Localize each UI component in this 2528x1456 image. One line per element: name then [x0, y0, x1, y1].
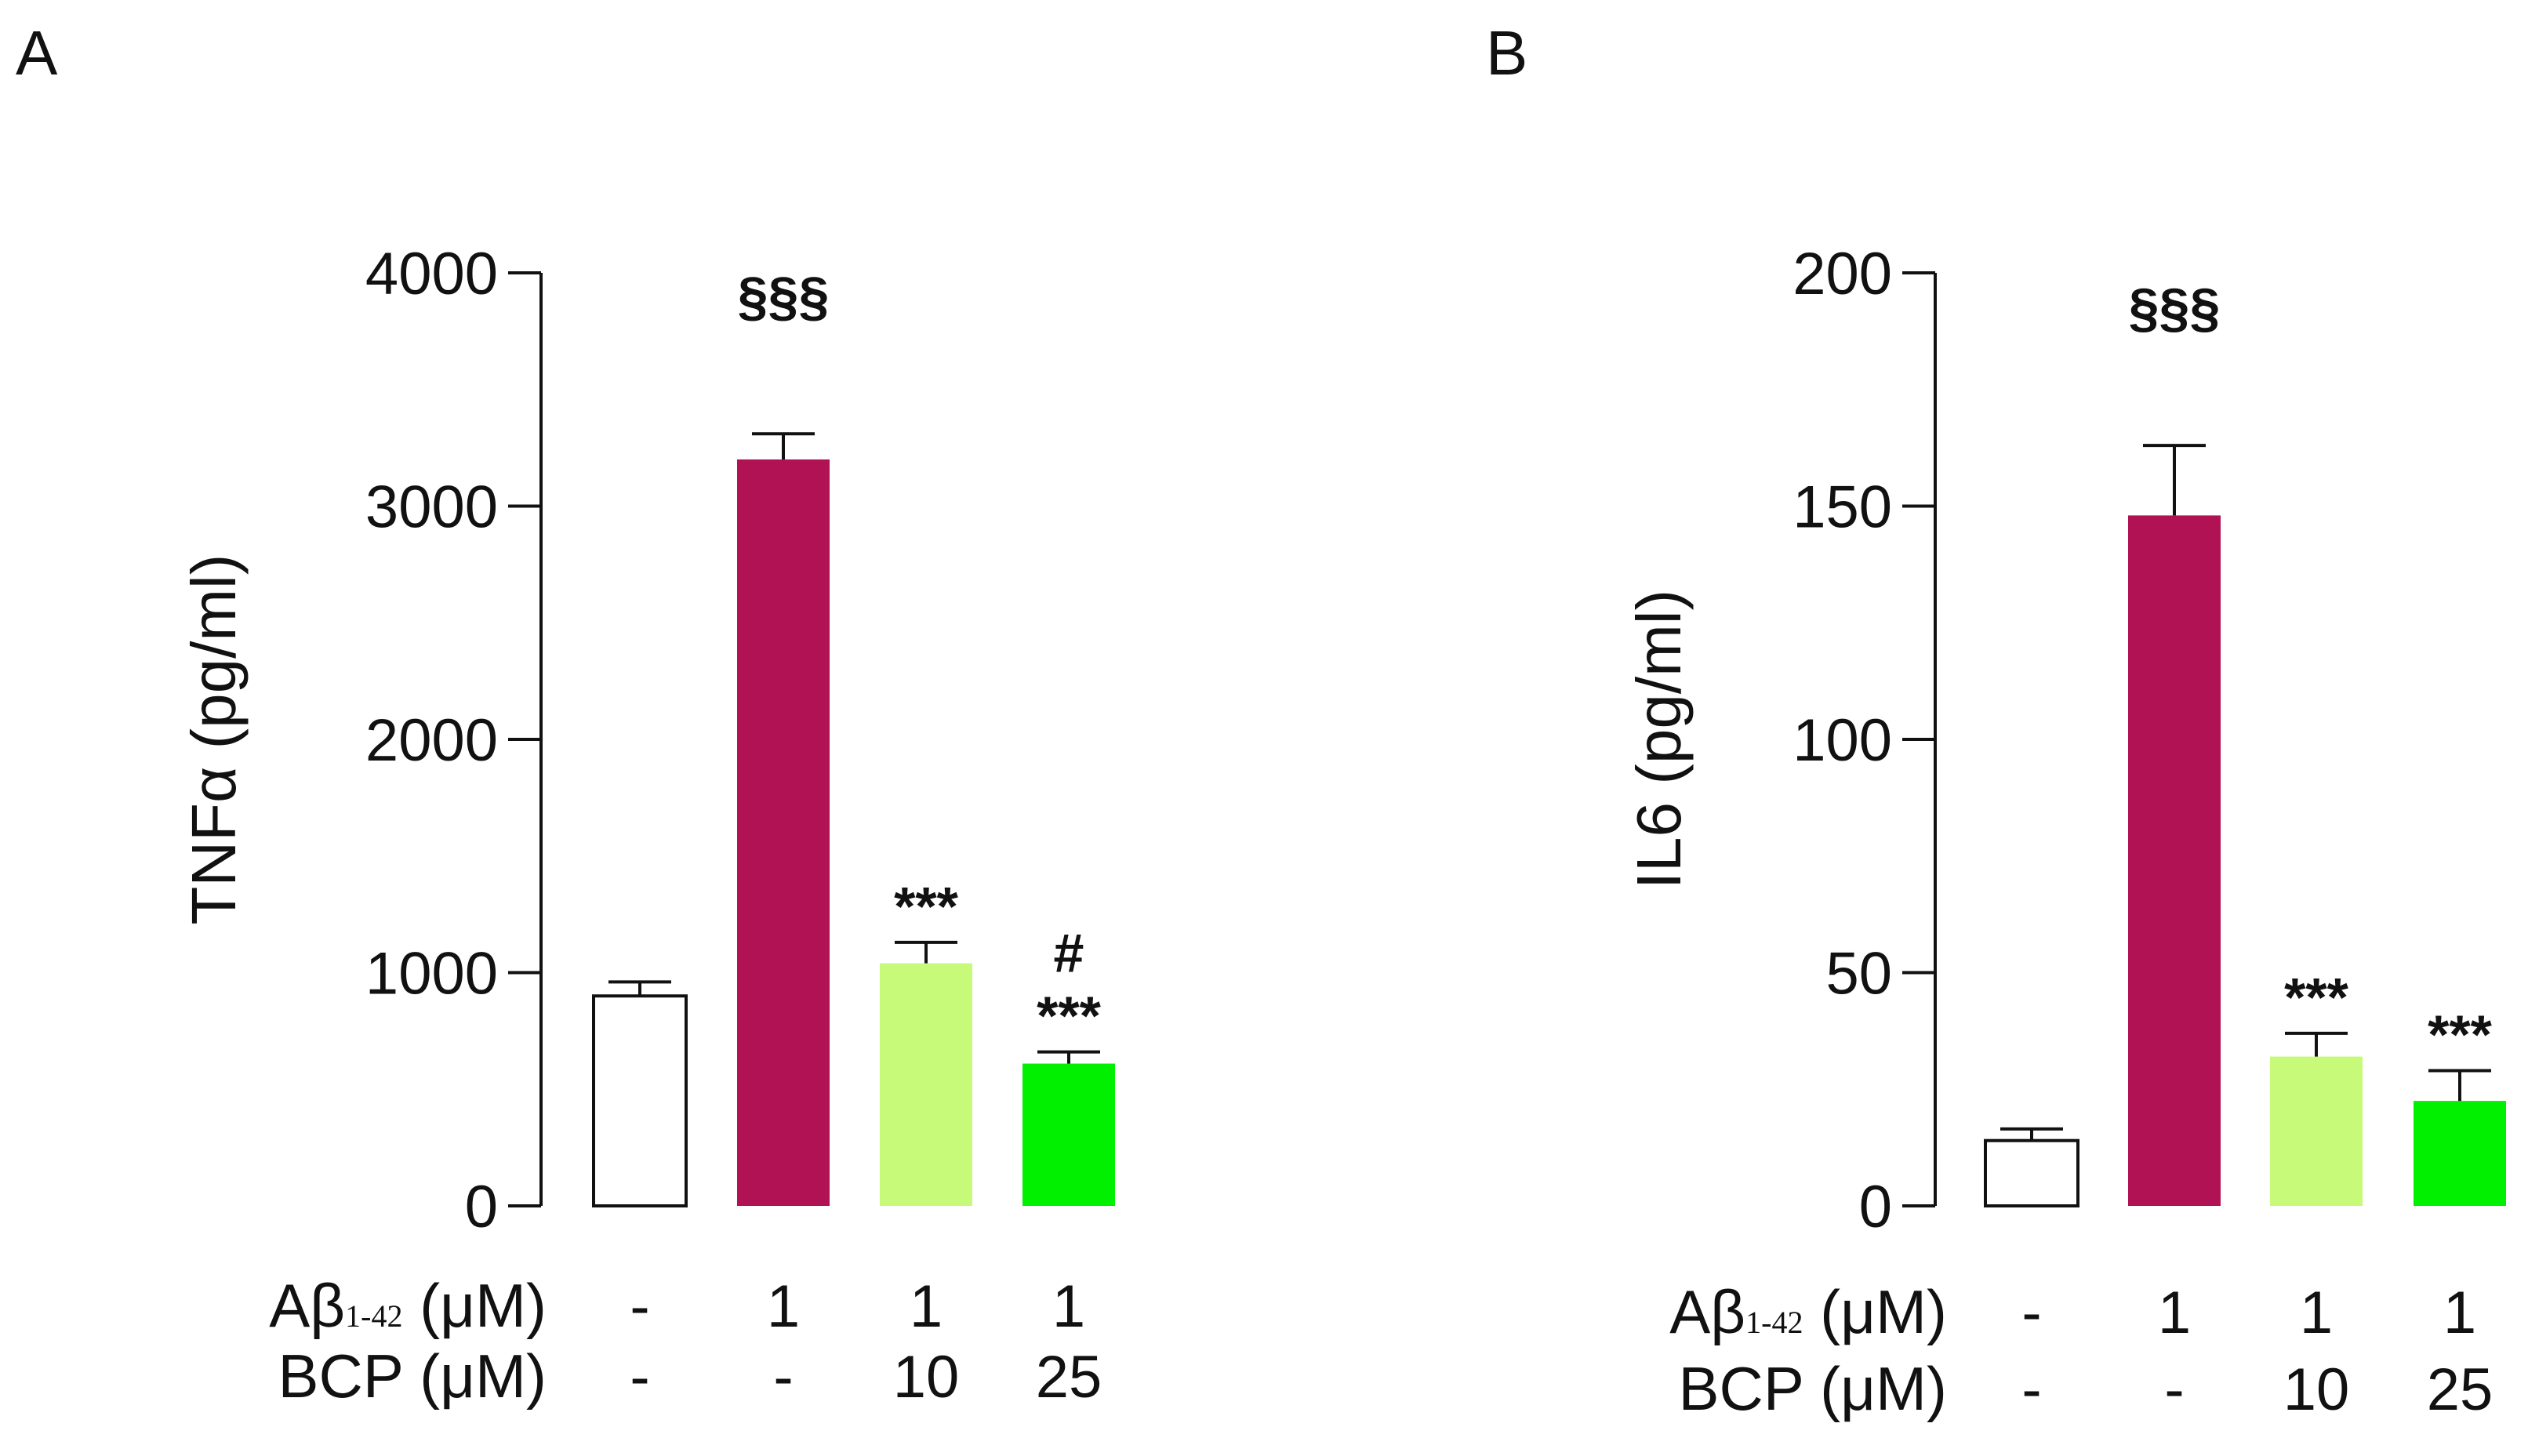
bar: [2128, 515, 2221, 1206]
y-axis-label: IL6 (pg/ml): [1624, 590, 1694, 889]
row-label-subscript: 1-42: [345, 1298, 402, 1334]
y-tick-label: 100: [1792, 707, 1892, 774]
y-tick-label: 0: [465, 1174, 498, 1240]
row-label-main: BCP (μM): [1678, 1354, 1947, 1423]
significance-label: ***: [894, 876, 958, 937]
bar: [880, 963, 972, 1206]
panel-b: B 0 50 100 150 200 IL6 (pg/ml) §§§ *** *** Aβ1-42 …: [1486, 18, 2506, 1423]
significance-label: ***: [2284, 967, 2348, 1028]
treatment-row-value: -: [2164, 1356, 2184, 1423]
bar: [737, 459, 830, 1206]
row-label-subscript: 1-42: [1745, 1305, 1803, 1340]
treatment-row-value: 1: [1052, 1273, 1085, 1340]
y-tick-label: 2000: [365, 707, 498, 774]
row-label-main: Aβ: [1669, 1277, 1745, 1346]
significance-label: §§§: [2129, 277, 2221, 338]
row-label-unit: (μM): [402, 1271, 547, 1340]
treatment-row-value: 10: [893, 1344, 960, 1411]
significance-label: ***: [2428, 1004, 2492, 1065]
treatment-row-value: 10: [2283, 1356, 2350, 1423]
row-label-unit: (μM): [1803, 1277, 1947, 1346]
panel-letter: A: [16, 18, 58, 88]
treatment-row-value: -: [2021, 1280, 2041, 1346]
y-tick-label: 150: [1792, 474, 1892, 541]
treatment-row-value: 25: [1036, 1344, 1102, 1411]
treatment-row-value: 25: [2427, 1356, 2493, 1423]
treatment-row-value: -: [2021, 1356, 2041, 1423]
treatment-row-value: 1: [2443, 1280, 2476, 1346]
y-tick-label: 4000: [365, 241, 498, 307]
bar: [2414, 1101, 2506, 1206]
panel-letter: B: [1486, 18, 1527, 88]
treatment-row-label: BCP (μM): [1678, 1354, 1947, 1423]
bar: [1984, 1138, 2079, 1207]
row-label-main: BCP (μM): [278, 1342, 547, 1411]
bar: [1022, 1063, 1115, 1206]
treatment-row-label: Aβ1-42 (μM): [269, 1271, 547, 1340]
treatment-row-value: -: [630, 1344, 649, 1411]
treatment-row-value: -: [773, 1344, 793, 1411]
treatment-row-label: BCP (μM): [278, 1342, 547, 1411]
bar: [592, 994, 688, 1207]
y-axis-label: TNFα (pg/ml): [179, 554, 249, 925]
y-tick-label: 50: [1825, 941, 1892, 1008]
treatment-row-value: 1: [2158, 1280, 2191, 1346]
treatment-row-label: Aβ1-42 (μM): [1669, 1277, 1947, 1346]
y-tick-label: 3000: [365, 474, 498, 541]
treatment-row-value: 1: [910, 1273, 943, 1340]
row-label-main: Aβ: [269, 1271, 345, 1340]
treatment-row-value: -: [630, 1273, 649, 1340]
significance-label: §§§: [738, 265, 830, 326]
treatment-row-value: 1: [767, 1273, 800, 1340]
significance-label: ***: [1037, 986, 1101, 1047]
significance-label: #: [1054, 923, 1084, 984]
bar: [2270, 1056, 2363, 1206]
y-tick-label: 200: [1792, 241, 1892, 307]
y-tick-label: 0: [1859, 1174, 1892, 1240]
treatment-row-value: 1: [2300, 1280, 2333, 1346]
y-tick-label: 1000: [365, 941, 498, 1008]
